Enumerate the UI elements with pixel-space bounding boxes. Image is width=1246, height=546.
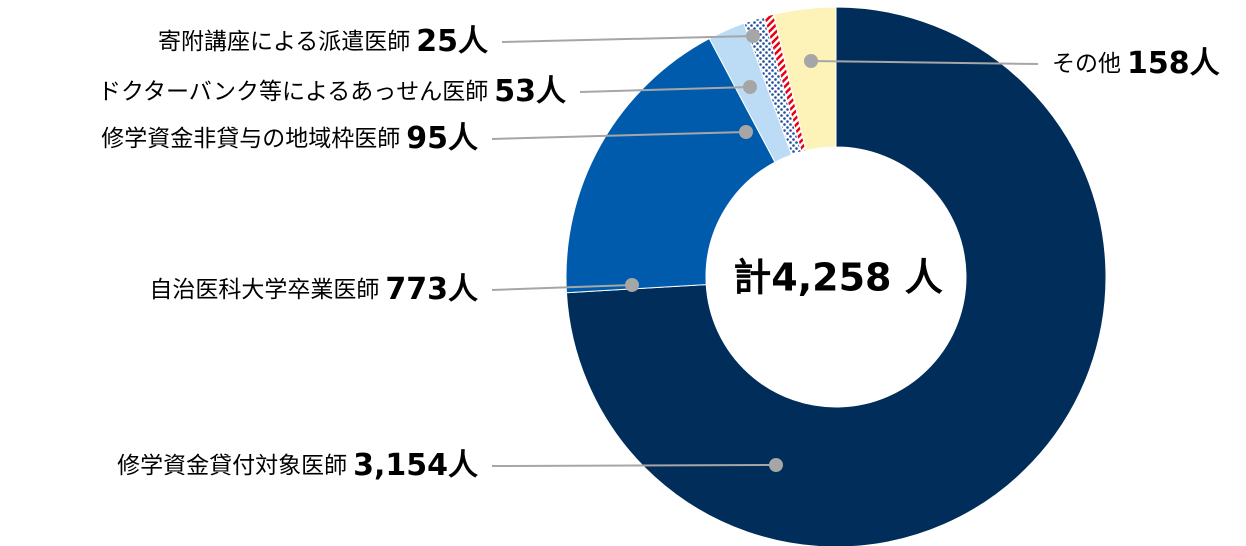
leader-line	[810, 60, 1039, 65]
leader-line	[501, 35, 754, 43]
slice-label: 寄附講座による派遣医師 25人	[158, 24, 488, 59]
leader-dot	[769, 458, 783, 472]
category-name: 修学資金貸付対象医師	[117, 453, 347, 479]
value-label: 95人	[406, 121, 478, 156]
leader-dot	[746, 29, 760, 43]
leader-dot	[739, 125, 753, 139]
slice-label: 修学資金貸付対象医師 3,154人	[117, 448, 478, 483]
slice-label: ドクターバンク等によるあっせん医師 53人	[98, 74, 566, 109]
slice-label: その他 158人	[1052, 46, 1220, 81]
leader-line	[579, 86, 751, 93]
value-label: 158人	[1127, 46, 1220, 81]
slice-label: 自治医科大学卒業医師 773人	[149, 272, 478, 307]
leader-dot	[625, 278, 639, 292]
category-name: 寄附講座による派遣医師	[158, 29, 410, 55]
slice-label: 修学資金非貸与の地域枠医師 95人	[101, 121, 478, 156]
value-label: 25人	[416, 24, 488, 59]
leader-line	[491, 464, 777, 467]
category-name: 自治医科大学卒業医師	[149, 277, 379, 303]
value-label: 53人	[494, 74, 566, 109]
category-name: その他	[1052, 51, 1121, 77]
donut-slice	[565, 37, 776, 294]
donut-slice	[565, 6, 1107, 546]
category-name: ドクターバンク等によるあっせん医師	[98, 79, 488, 105]
leader-dot	[743, 80, 757, 94]
center-label: 計4,258 人	[733, 256, 942, 300]
category-name: 修学資金非貸与の地域枠医師	[101, 126, 400, 152]
leader-dot	[804, 54, 818, 68]
donut-slice	[773, 6, 837, 152]
value-label: 3,154人	[353, 448, 478, 483]
value-label: 773人	[385, 272, 478, 307]
leader-line	[491, 284, 633, 291]
leader-line	[491, 131, 747, 140]
